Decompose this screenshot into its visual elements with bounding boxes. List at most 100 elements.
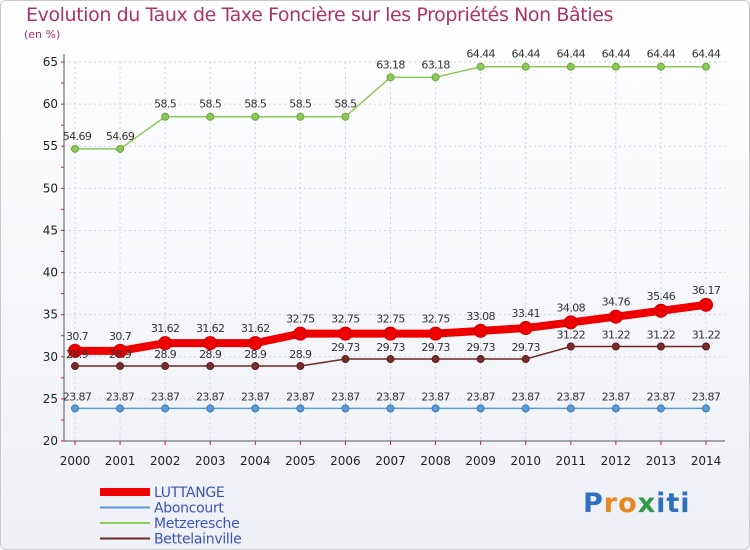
data-label-aboncourt: 23.87 — [602, 390, 631, 403]
data-point-metzeresche — [161, 112, 170, 121]
data-label-metzeresche: 64.44 — [602, 48, 631, 61]
x-tick-label: 2008 — [420, 454, 451, 468]
y-tick-label: 40 — [43, 266, 58, 280]
x-tick-label: 2012 — [601, 454, 632, 468]
data-label-luttange: 30.7 — [66, 330, 89, 343]
data-labels: 54.69 54.69 58.5 58.5 58.5 58.5 58.5 63.18 63.18… — [63, 48, 722, 404]
data-label-luttange: 31.62 — [196, 322, 225, 335]
data-label-luttange: 31.62 — [151, 322, 180, 335]
data-point-bettelainville — [161, 362, 170, 371]
data-label-metzeresche: 58.5 — [334, 98, 357, 111]
y-tick-label: 65 — [43, 55, 58, 69]
data-point-metzeresche — [71, 144, 79, 153]
data-point-bettelainville — [656, 342, 665, 351]
data-label-luttange: 31.62 — [241, 322, 270, 335]
data-point-aboncourt — [386, 404, 395, 413]
x-tick-label: 2003 — [195, 454, 226, 468]
data-label-luttange: 36.17 — [692, 284, 721, 297]
x-tick-label: 2007 — [375, 454, 406, 468]
data-point-luttange — [203, 336, 218, 351]
data-point-metzeresche — [116, 144, 125, 153]
data-label-metzeresche: 63.18 — [421, 58, 450, 71]
data-point-bettelainville — [251, 362, 260, 371]
legend: LUTTANGEAboncourtMetzerescheBettelainvil… — [100, 485, 242, 548]
data-label-bettelainville: 28.9 — [199, 348, 222, 361]
legend-label-metzeresche: Metzeresche — [154, 516, 239, 532]
data-label-luttange: 34.76 — [602, 296, 631, 309]
data-label-bettelainville: 28.9 — [154, 348, 177, 361]
data-point-aboncourt — [296, 404, 305, 413]
data-label-bettelainville: 29.73 — [511, 341, 540, 354]
data-label-aboncourt: 23.87 — [241, 390, 270, 403]
data-point-aboncourt — [702, 404, 710, 413]
data-point-bettelainville — [566, 342, 575, 351]
x-tick-label: 2005 — [285, 454, 316, 468]
data-point-metzeresche — [566, 62, 575, 71]
y-tick-label: 55 — [43, 139, 58, 153]
data-point-bettelainville — [71, 362, 79, 371]
data-point-metzeresche — [386, 73, 395, 82]
data-label-aboncourt: 23.87 — [331, 390, 360, 403]
data-label-metzeresche: 54.69 — [106, 130, 135, 143]
data-label-metzeresche: 63.18 — [376, 58, 405, 71]
data-label-metzeresche: 64.44 — [647, 48, 676, 61]
series-layer — [68, 62, 713, 413]
data-point-bettelainville — [296, 362, 305, 371]
chart-title: Evolution du Taux de Taxe Foncière sur l… — [26, 4, 614, 26]
data-point-luttange — [608, 309, 623, 324]
x-tick-label: 2001 — [105, 454, 136, 468]
data-label-bettelainville: 31.22 — [557, 329, 586, 342]
data-label-metzeresche: 58.5 — [244, 98, 267, 111]
legend-label-luttange: LUTTANGE — [154, 485, 224, 501]
data-point-luttange — [68, 343, 82, 358]
data-point-luttange — [158, 336, 173, 351]
data-label-metzeresche: 58.5 — [154, 98, 177, 111]
data-label-bettelainville: 29.73 — [331, 341, 360, 354]
data-label-aboncourt: 23.87 — [511, 390, 540, 403]
x-tick-label: 2011 — [556, 454, 587, 468]
data-point-metzeresche — [251, 112, 260, 121]
data-label-aboncourt: 23.87 — [151, 390, 180, 403]
data-label-luttange: 32.75 — [421, 313, 450, 326]
data-point-luttange — [563, 315, 578, 330]
data-point-metzeresche — [656, 62, 665, 71]
data-label-aboncourt: 23.87 — [692, 390, 721, 403]
data-label-bettelainville: 28.9 — [289, 348, 312, 361]
data-point-luttange — [699, 297, 713, 312]
x-tick-label: 2006 — [330, 454, 361, 468]
data-label-aboncourt: 23.87 — [466, 390, 495, 403]
data-point-luttange — [248, 336, 263, 351]
x-tick-label: 2009 — [465, 454, 496, 468]
data-point-metzeresche — [431, 73, 440, 82]
data-point-metzeresche — [341, 112, 350, 121]
grid — [64, 61, 725, 442]
data-label-luttange: 30.7 — [109, 330, 132, 343]
data-label-metzeresche: 64.44 — [692, 48, 721, 61]
data-label-bettelainville: 31.22 — [647, 329, 676, 342]
data-point-aboncourt — [251, 404, 260, 413]
axes: 20 25 30 35 40 45 50 55 60 65 2000 2001 2002 2003 2004… — [43, 54, 725, 468]
data-point-luttange — [518, 321, 533, 336]
data-point-aboncourt — [431, 404, 440, 413]
y-tick-label: 20 — [43, 434, 58, 448]
data-label-metzeresche: 64.44 — [511, 48, 540, 61]
data-label-aboncourt: 23.87 — [557, 390, 586, 403]
data-point-aboncourt — [161, 404, 170, 413]
data-point-metzeresche — [476, 62, 485, 71]
data-point-aboncourt — [206, 404, 215, 413]
data-label-luttange: 35.46 — [647, 290, 676, 303]
y-tick-label: 45 — [43, 223, 58, 237]
data-point-luttange — [473, 323, 488, 338]
data-point-metzeresche — [611, 62, 620, 71]
data-point-bettelainville — [521, 355, 530, 364]
data-label-bettelainville: 31.22 — [602, 329, 631, 342]
data-point-bettelainville — [341, 355, 350, 364]
proxiti-logo: Proxiti — [583, 488, 691, 519]
data-label-metzeresche: 54.69 — [63, 130, 92, 143]
data-label-luttange: 32.75 — [376, 313, 405, 326]
data-label-bettelainville: 28.9 — [66, 348, 89, 361]
y-tick-label: 60 — [43, 97, 58, 111]
data-label-aboncourt: 23.87 — [647, 390, 676, 403]
data-label-aboncourt: 23.87 — [196, 390, 225, 403]
data-point-luttange — [428, 326, 443, 341]
